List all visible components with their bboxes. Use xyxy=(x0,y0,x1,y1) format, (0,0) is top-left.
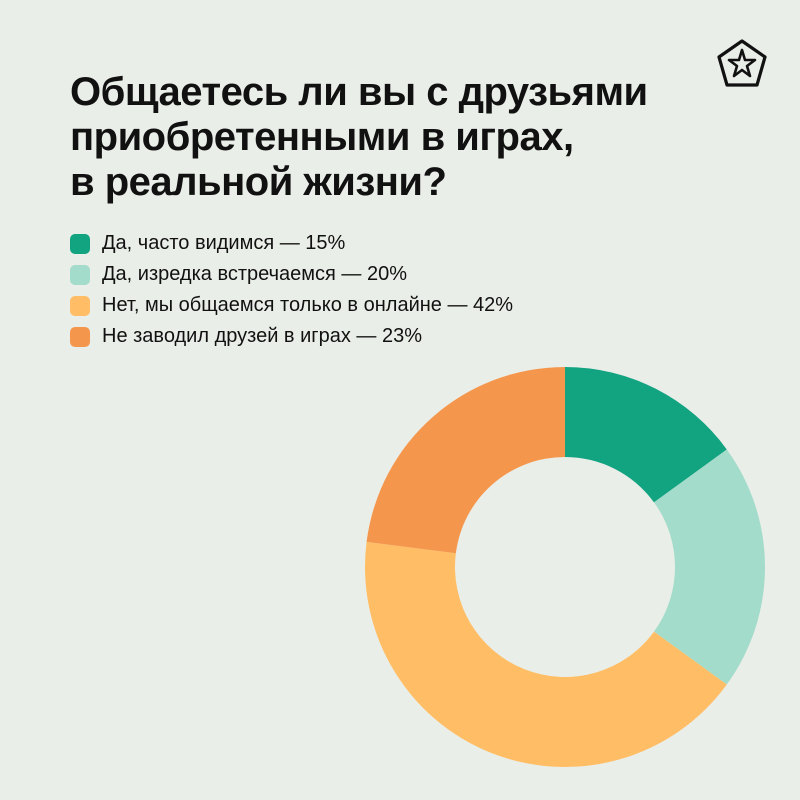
donut-slice-3 xyxy=(365,541,727,767)
chart-title: Общаетесь ли вы с друзьями приобретенным… xyxy=(70,70,670,205)
legend-item: Не заводил друзей в играх — 23% xyxy=(70,321,513,352)
legend-label: Не заводил друзей в играх — 23% xyxy=(102,325,422,347)
legend-item: Нет, мы общаемся только в онлайне — 42% xyxy=(70,290,513,321)
legend-label: Да, изредка встречаемся — 20% xyxy=(102,263,407,285)
donut-slice-1 xyxy=(565,367,727,503)
legend-item: Да, часто видимся — 15% xyxy=(70,228,513,259)
legend-swatch xyxy=(70,295,90,316)
star-pentagon-logo-icon xyxy=(717,39,767,87)
title-line-2: приобретенными в играх, xyxy=(70,115,574,159)
title-line-3: в реальной жизни? xyxy=(70,160,447,204)
title-line-1: Общаетесь ли вы с друзьями xyxy=(70,70,648,114)
donut-slice-4 xyxy=(366,367,565,554)
legend-swatch xyxy=(70,233,90,254)
legend-swatch xyxy=(70,326,90,347)
donut-slice-2 xyxy=(653,449,765,685)
chart-legend: Да, часто видимся — 15% Да, изредка встр… xyxy=(70,228,513,352)
legend-item: Да, изредка встречаемся — 20% xyxy=(70,259,513,290)
legend-swatch xyxy=(70,264,90,285)
legend-label: Да, часто видимся — 15% xyxy=(102,232,346,254)
legend-label: Нет, мы общаемся только в онлайне — 42% xyxy=(102,294,514,316)
